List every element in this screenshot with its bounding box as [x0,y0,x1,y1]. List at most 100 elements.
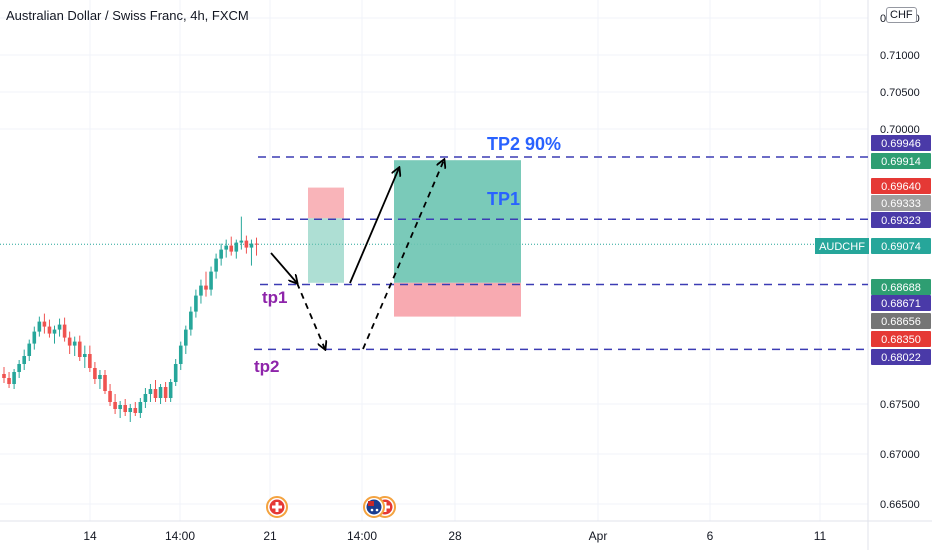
price-tag-label: 0.68656 [881,316,921,328]
price-tag-label: 0.69333 [881,198,921,210]
candle-body [62,324,67,338]
price-tag: 0.68350 [871,331,931,347]
price-tag-label: 0.69074 [881,241,921,253]
price-tag: 0.69640 [871,178,931,194]
target-zone-large [394,160,521,283]
candle-body [108,391,112,402]
candle-body [128,408,133,412]
candle-body [17,364,21,372]
currency-button[interactable]: CHF [886,7,917,23]
annotation-label: tp2 [254,357,280,376]
price-tag-label: 0.69640 [881,181,921,193]
x-tick-label: 11 [814,529,827,543]
grid [0,0,868,521]
candle-body [189,311,193,330]
candle-body [148,389,153,394]
candle-body [254,243,259,245]
candle-body [72,341,77,346]
candle-body [98,375,102,379]
price-tag: 0.68656 [871,313,931,329]
candle-body [83,354,87,357]
candle-body [138,402,143,413]
candle-body [113,402,117,409]
price-tag: 0.68671 [871,295,931,311]
y-tick-label: 0.70000 [880,124,920,136]
candle-body [37,321,42,332]
price-tag-label: 0.68350 [881,334,921,346]
candle-body [209,271,213,290]
australia-flag-icon[interactable] [363,496,385,518]
candle-body [118,405,122,409]
candle-body [249,243,254,248]
x-tick-label: 28 [448,529,462,543]
price-tag: 0.69914 [871,153,931,169]
y-tick-label: 0.71000 [880,50,920,62]
symbol-tag-label: AUDCHF [819,241,865,253]
candle-body [158,387,163,398]
target-zone-small [308,218,344,283]
x-tick-label: 14:00 [347,529,377,543]
candle-body [163,387,168,398]
candle-body [42,321,47,327]
price-tag-label: 0.68688 [881,282,921,294]
candle-body [229,245,234,252]
annotation-label: TP1 [487,189,520,209]
dashed-arrow [362,160,444,350]
candle-body [173,364,178,382]
chart-title: Australian Dollar / Swiss Franc, 4h, FXC… [6,8,249,23]
x-tick-label: 21 [263,529,277,543]
candle-body [57,324,62,330]
candle-body [12,372,16,384]
price-tag: 0.68022 [871,349,931,365]
candle-body [234,242,239,252]
candle-body [239,240,244,243]
x-tick-label: Apr [589,529,608,543]
solid-arrow [349,168,399,284]
price-tag-label: 0.69914 [881,156,921,168]
y-tick-label: 0.70500 [880,87,920,99]
dashed-arrow [296,282,325,349]
solid-arrow [270,252,297,283]
price-tag-label: 0.69323 [881,215,921,227]
candle-body [93,368,97,379]
candle-body [67,337,72,346]
candle-body [77,341,82,357]
candle-body [244,240,249,248]
x-tick-label: 6 [707,529,714,543]
candle-body [22,356,26,364]
candles [2,216,259,422]
y-tick-label: 0.67000 [880,449,920,461]
price-tag-label: 0.68671 [881,298,921,310]
candle-body [143,394,148,402]
price-tag-label: 0.68022 [881,352,921,364]
projection-arrows [270,160,444,350]
candle-body [168,382,173,398]
position-zones [308,160,521,317]
candle-body [123,405,127,412]
price-tag: 0.69946 [871,135,931,151]
candle-body [52,329,57,334]
candle-body [2,374,6,378]
candle-body [103,375,107,391]
y-tick-label: 0.67500 [880,399,920,411]
candle-body [219,249,223,259]
candle-body [224,245,228,250]
candle-body [178,345,183,364]
candle-body [133,408,138,413]
candle-body [184,329,188,346]
candle-body [32,331,37,344]
candle-body [47,326,52,334]
candle-body [204,285,208,290]
x-tick-label: 14 [83,529,97,543]
price-tag: 0.69323 [871,212,931,228]
annotation-label: TP2 90% [487,134,561,154]
symbol-tag: AUDCHF [815,238,869,254]
candle-body [194,295,198,312]
x-tick-label: 14:00 [165,529,195,543]
swiss-flag-icon[interactable] [266,496,288,518]
candle-body [214,258,218,272]
price-tag: 0.68688 [871,279,931,295]
y-tick-label: 0.66500 [880,499,920,511]
stop-zone-large [394,282,521,317]
